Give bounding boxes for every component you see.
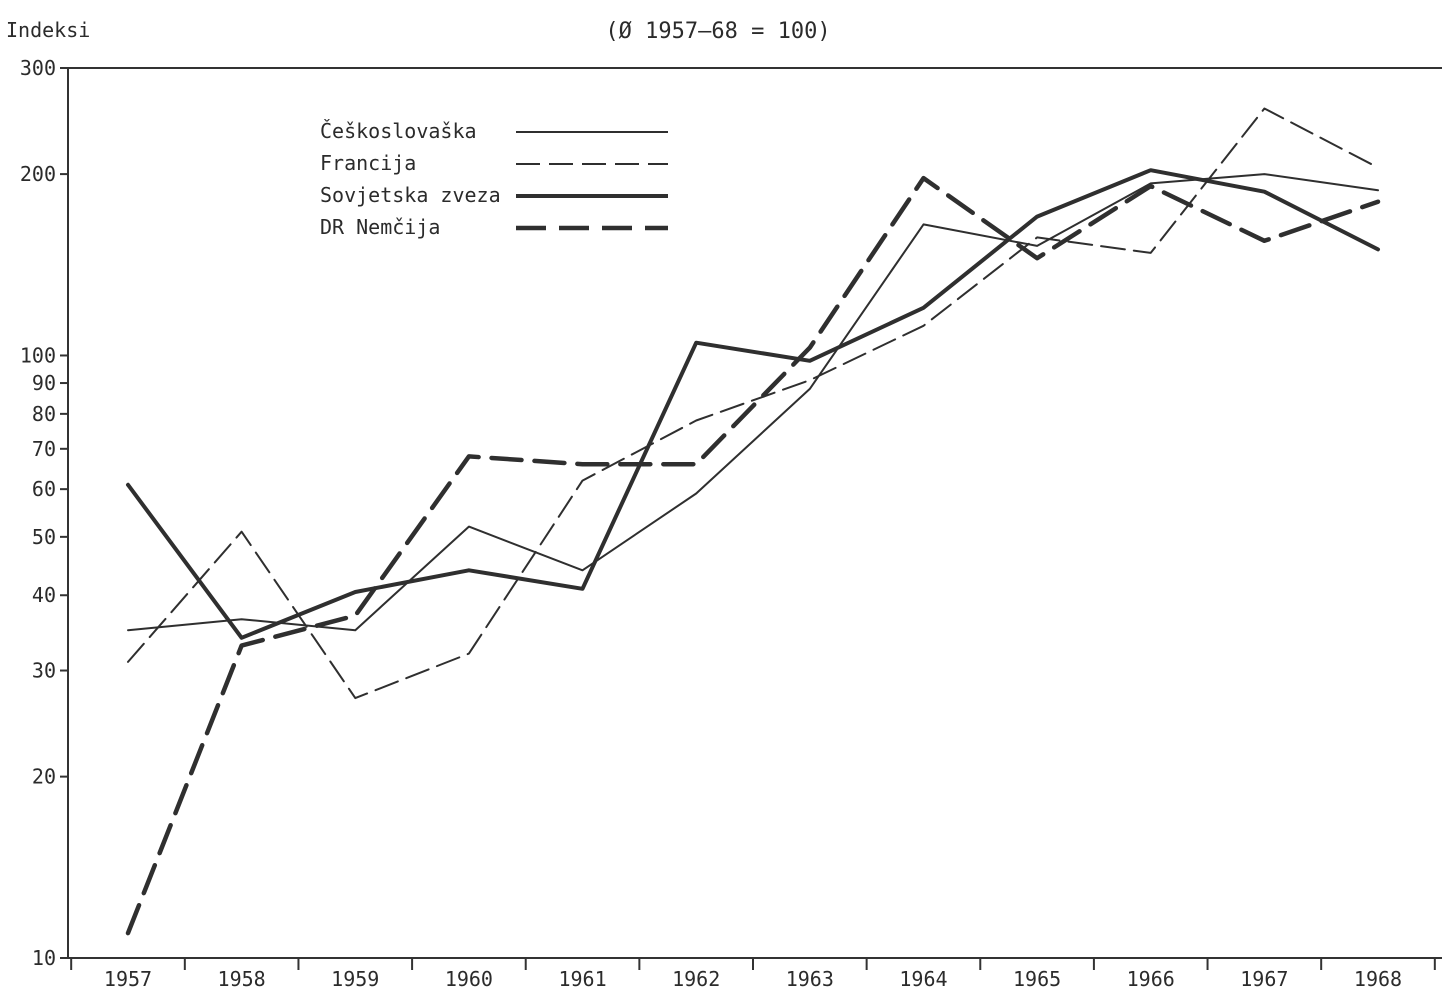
series-line-2	[126, 168, 1380, 640]
chart-subtitle: (Ø 1957–68 = 100)	[605, 19, 830, 44]
axes: 10 20 30 40 50 60 70 80 90 100 200 300 1957 1958 1959 1…	[20, 56, 1442, 991]
x-tick-label: 1964	[899, 967, 947, 991]
y-tick-label: 50	[32, 525, 56, 549]
x-tick-label: 1961	[558, 967, 606, 991]
y-tick-label: 70	[32, 437, 56, 461]
x-tick-label: 1963	[786, 967, 834, 991]
x-tick-label: 1957	[104, 967, 152, 991]
series-lines	[125, 107, 1381, 936]
y-tick-label: 10	[32, 946, 56, 970]
y-tick-label: 90	[32, 371, 56, 395]
series-line-3	[125, 175, 1381, 936]
legend-label: Češkoslovaška	[320, 119, 477, 143]
legend-label: Francija	[320, 151, 416, 175]
y-tick-label: 80	[32, 402, 56, 426]
x-tick-label: 1965	[1013, 967, 1061, 991]
legend: Češkoslovaška Francija Sovjetska zveza DR N…	[320, 119, 668, 239]
y-tick-label: 200	[20, 162, 56, 186]
y-tick-label: 100	[20, 343, 56, 367]
x-tick-label: 1966	[1127, 967, 1175, 991]
y-tick-label: 300	[20, 56, 56, 80]
series-line-0	[127, 173, 1379, 632]
series-line-1	[127, 107, 1379, 700]
x-tick-label: 1959	[331, 967, 379, 991]
y-axis-label: Indeksi	[6, 18, 90, 42]
legend-label: DR Nemčija	[320, 215, 440, 239]
x-tick-label: 1968	[1354, 967, 1402, 991]
x-tick-label: 1967	[1240, 967, 1288, 991]
y-tick-label: 30	[32, 659, 56, 683]
x-tick-label: 1960	[445, 967, 493, 991]
y-tick-label: 20	[32, 765, 56, 789]
y-tick-label: 40	[32, 583, 56, 607]
x-tick-label: 1958	[218, 967, 266, 991]
x-tick-label: 1962	[672, 967, 720, 991]
y-tick-label: 60	[32, 477, 56, 501]
legend-label: Sovjetska zveza	[320, 183, 501, 207]
